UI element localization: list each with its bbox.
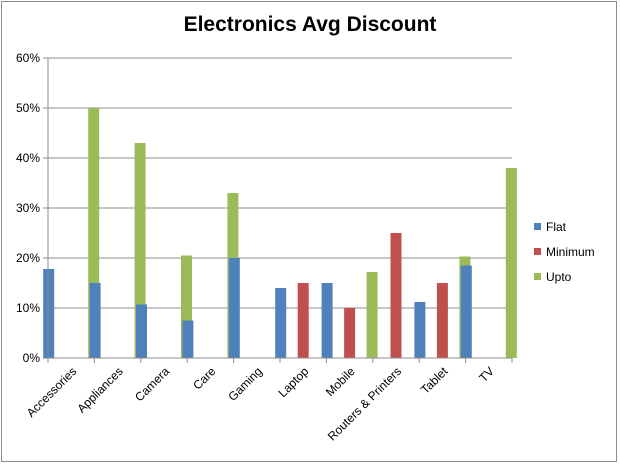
bar-flat-camera [136, 304, 147, 358]
bar-upto-mobile [366, 272, 378, 358]
bar-flat-tv [460, 265, 472, 358]
bar-flat-laptop [275, 288, 287, 358]
x-tick-label: Care [190, 364, 219, 393]
bar-upto-appliances [134, 143, 146, 358]
bar-flat-gaming [228, 258, 240, 358]
legend-swatch-flat [534, 223, 541, 230]
bar-minimum-routers-printers [390, 233, 402, 358]
bar-minimum-tablet [436, 283, 448, 358]
bars [43, 108, 517, 358]
x-tick-label: Tablet [418, 364, 451, 397]
bar-flat-appliances [89, 283, 101, 358]
y-tick-label: 50% [16, 101, 40, 115]
bar-flat-tablet [414, 302, 426, 358]
y-tick-label: 30% [16, 201, 40, 215]
x-tick-label: TV [476, 364, 497, 385]
y-tick-label: 0% [23, 351, 41, 365]
x-tick-label: Camera [132, 364, 172, 404]
bar-upto-camera [181, 255, 192, 358]
x-tick-label: Laptop [275, 364, 311, 400]
gridlines [48, 57, 512, 309]
bar-flat-accessories [43, 269, 55, 358]
legend-label-upto: Upto [546, 270, 572, 284]
bar-upto-accessories [88, 108, 100, 358]
bar-minimum-laptop [297, 283, 309, 358]
x-tick-label: Mobile [323, 364, 358, 399]
bar-minimum-mobile [344, 308, 356, 358]
y-tick-label: 10% [16, 301, 40, 315]
bar-flat-mobile [321, 283, 333, 358]
y-tick-label: 60% [16, 51, 40, 65]
legend: Flat Minimum Upto [534, 220, 595, 284]
y-tick-label: 40% [16, 151, 40, 165]
x-tick-label: Gaming [225, 364, 265, 404]
chart-title: Electronics Avg Discount [184, 13, 437, 36]
legend-swatch-minimum [534, 248, 541, 255]
x-tick-label: Appliances [74, 364, 125, 415]
legend-label-minimum: Minimum [546, 245, 595, 259]
y-axis-ticks: 0% 10% 20% 30% 40% 50% 60% [16, 51, 48, 365]
legend-label-flat: Flat [546, 220, 567, 234]
y-tick-label: 20% [16, 251, 40, 265]
legend-swatch-upto [534, 273, 541, 280]
bar-flat-care [182, 320, 194, 358]
x-tick-label: Accessories [24, 364, 80, 420]
bar-upto-tv [505, 168, 517, 358]
